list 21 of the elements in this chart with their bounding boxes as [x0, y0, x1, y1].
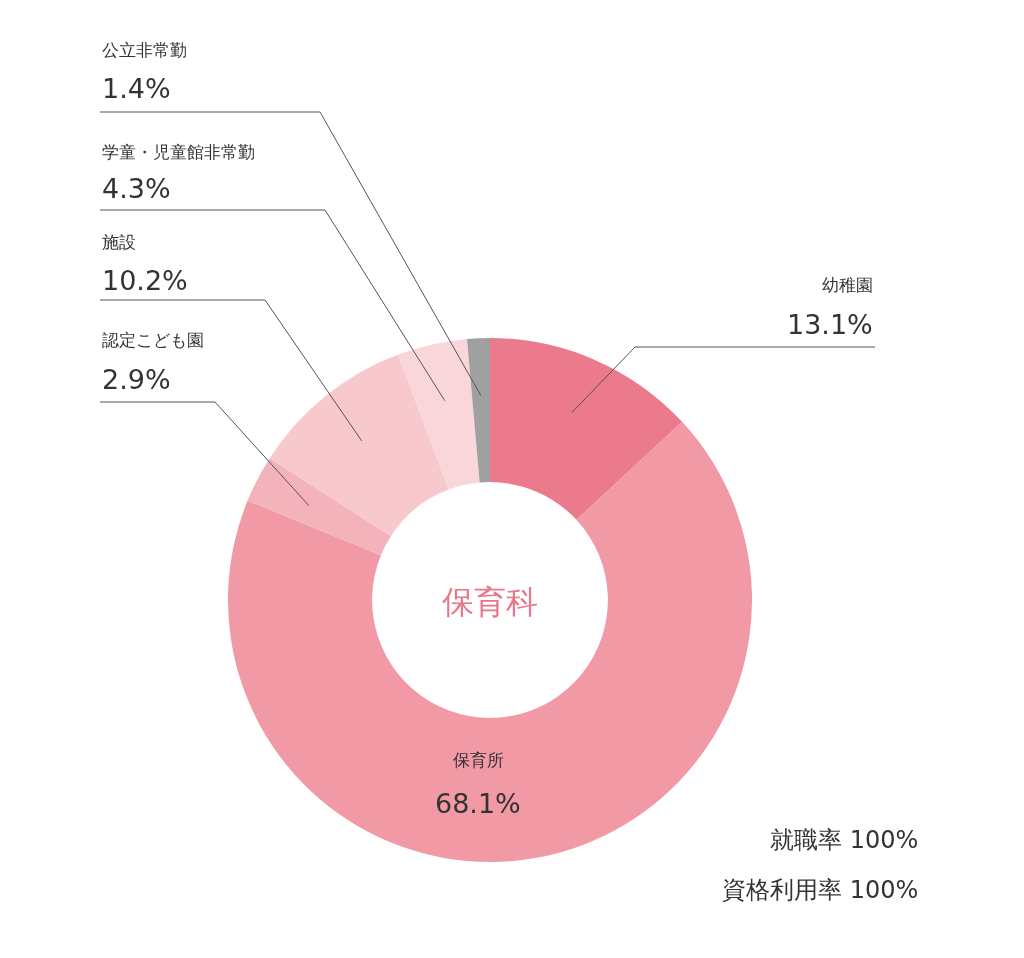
slice-label: 幼稚園: [822, 275, 873, 295]
donut-slice: [466, 338, 490, 483]
donut-slice: [269, 354, 449, 537]
donut-slice: [228, 421, 752, 862]
data-label: 1.4%: [102, 73, 171, 104]
data-label: 13.1%: [787, 309, 873, 340]
data-label: 68.1%: [435, 788, 521, 819]
data-label: 2.9%: [102, 364, 171, 395]
donut-slice: [247, 458, 391, 556]
text: 資格利用率 100%: [722, 876, 919, 904]
data-label: 4.3%: [102, 173, 171, 204]
donut-slice: [398, 339, 480, 490]
donut-slice: [490, 338, 683, 520]
slice-label: 施設: [102, 232, 136, 252]
slice-label: 公立非常勤: [102, 40, 187, 60]
slice-label: 認定こども園: [102, 330, 204, 350]
slice-label: 学童・児童館非常勤: [102, 142, 255, 162]
text: 保育科: [442, 583, 538, 621]
slice-label: 保育所: [453, 750, 504, 770]
text: 就職率 100%: [770, 826, 919, 854]
data-label: 10.2%: [102, 265, 188, 296]
